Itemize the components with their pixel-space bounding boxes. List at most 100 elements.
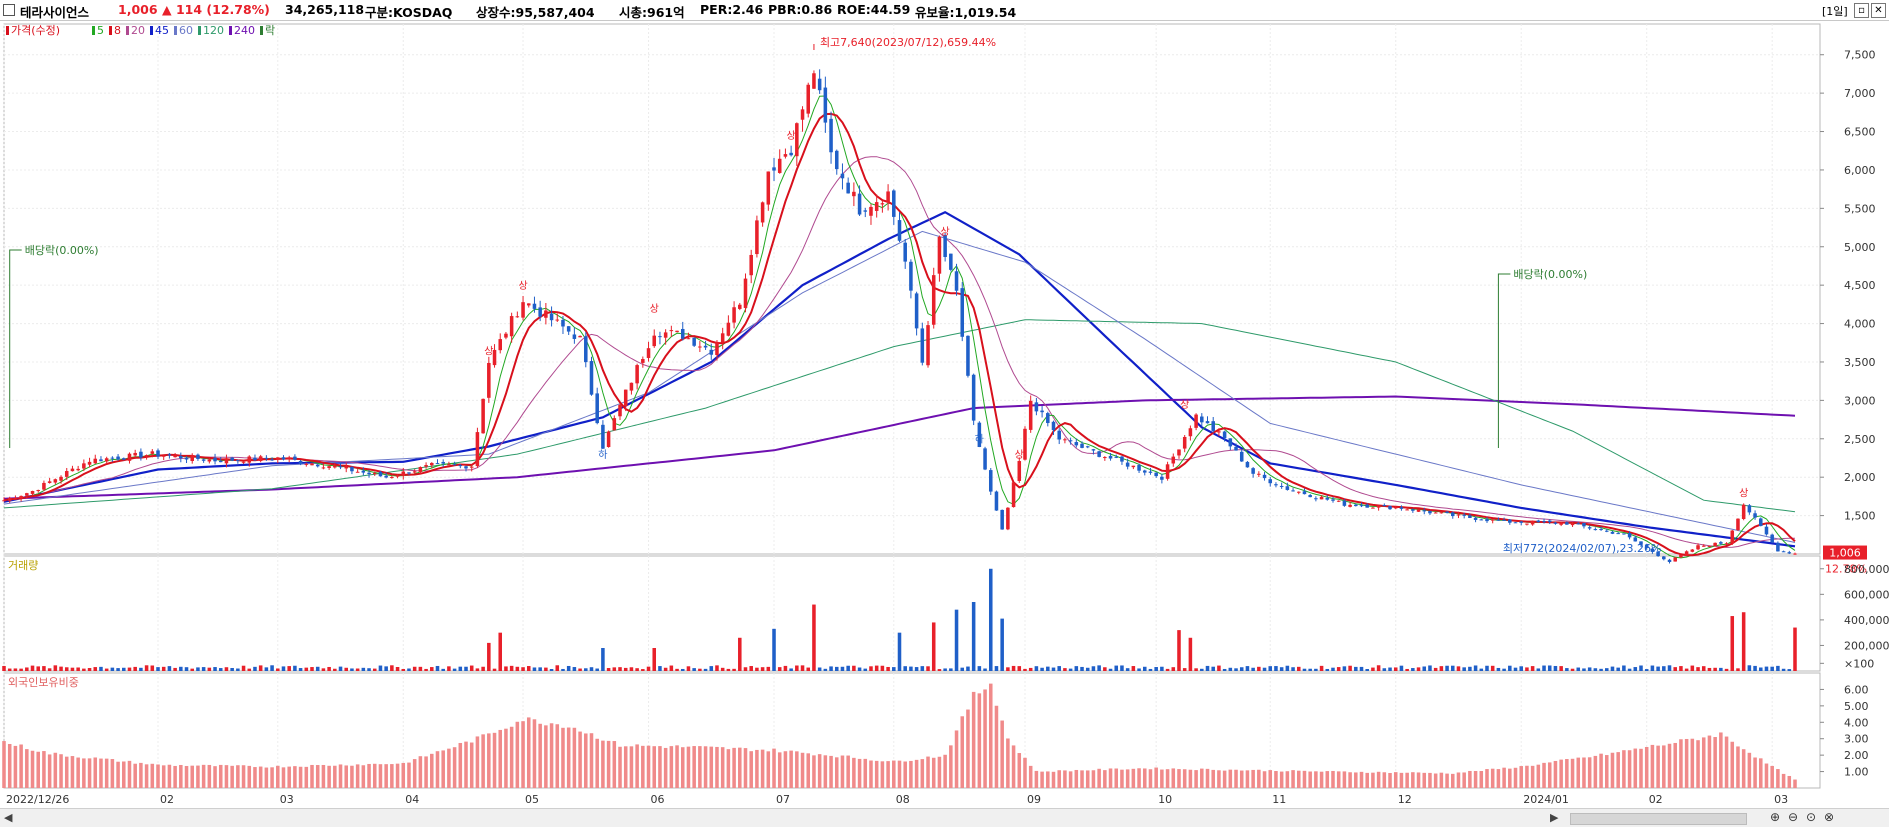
volume-bar	[840, 666, 845, 671]
candle-body	[42, 482, 46, 490]
candle-body	[800, 109, 805, 120]
candle-body	[692, 337, 696, 346]
x-tick-label: 02	[160, 793, 174, 806]
candle-body	[1690, 549, 1695, 552]
volume-bar	[943, 668, 947, 671]
volume-bar	[1679, 666, 1683, 671]
foreign-bar	[800, 752, 805, 788]
volume-bar	[601, 648, 605, 671]
zoom-in-icon[interactable]: ⊕	[1770, 810, 1781, 824]
candle-body	[1359, 505, 1364, 507]
candle-body	[1137, 465, 1141, 471]
minimize-icon[interactable]: ▫	[1854, 3, 1869, 18]
foreign-bar	[236, 765, 240, 788]
candle-body	[698, 346, 702, 348]
volume-bar	[675, 668, 679, 671]
volume-bar	[1399, 665, 1404, 671]
foreign-bar	[692, 746, 696, 788]
volume-bar	[823, 668, 828, 671]
volume-bar	[1171, 667, 1176, 671]
volume-bar	[1416, 667, 1421, 671]
price-tick-label: 2,500	[1844, 433, 1876, 446]
candle-body	[401, 471, 406, 476]
foreign-bar	[167, 764, 172, 788]
volume-bar	[452, 668, 457, 671]
volume-bar	[1097, 665, 1101, 671]
candle-body	[218, 460, 223, 463]
volume-bar	[532, 667, 537, 671]
candle-body	[469, 466, 474, 468]
volume-bar	[834, 666, 839, 671]
zoom-reset-icon[interactable]: ⊙	[1806, 810, 1817, 824]
zoom-fit-icon[interactable]: ⊗	[1824, 810, 1835, 824]
foreign-bar	[139, 762, 143, 788]
foreign-bar	[315, 765, 320, 788]
candle-body	[1325, 497, 1330, 500]
foreign-tick-label: 6.00	[1844, 683, 1869, 696]
foreign-bar	[823, 755, 828, 788]
stock-chart[interactable]: 1,500 2,000 2,500 3,000 3,500 4,000 4,500 5,000…	[0, 20, 1889, 808]
volume-bar	[618, 667, 622, 671]
candle-body	[1125, 462, 1130, 467]
foreign-tick-label: 4.00	[1844, 716, 1869, 729]
close-icon[interactable]: ✕	[1871, 3, 1886, 18]
limit-up-mark: 상	[1015, 449, 1024, 461]
foreign-bar	[1445, 773, 1449, 788]
zoom-out-icon[interactable]: ⊖	[1788, 810, 1799, 824]
volume-bar	[812, 604, 816, 671]
candle-body	[276, 457, 280, 460]
candle-body	[390, 477, 394, 479]
candle-body	[1211, 421, 1215, 431]
volume-bar	[344, 667, 348, 671]
foreign-bar	[572, 727, 577, 788]
period-selector[interactable]: [1일]	[1822, 5, 1848, 18]
select-checkbox[interactable]	[3, 4, 15, 16]
foreign-bar	[19, 744, 23, 788]
volume-bar	[25, 667, 29, 671]
volume-bar	[1057, 666, 1061, 671]
volume-bar	[732, 668, 736, 671]
candle-body	[914, 293, 919, 329]
volume-bar	[53, 665, 58, 671]
foreign-bar	[487, 733, 491, 788]
candle-body	[1068, 440, 1073, 442]
candle-body	[1165, 464, 1170, 479]
x-tick-label: 06	[651, 793, 665, 806]
foreign-bar	[481, 734, 485, 788]
candle-body	[1508, 519, 1512, 523]
volume-bar	[1268, 666, 1273, 671]
volume-bar	[498, 632, 503, 671]
candle-body	[1485, 519, 1489, 522]
volume-bar	[487, 642, 491, 671]
foreign-bar	[1456, 772, 1461, 788]
candle-body	[338, 466, 343, 468]
volume-bar	[384, 666, 388, 671]
foreign-bar	[1570, 758, 1575, 788]
foreign-bar	[1114, 768, 1119, 788]
foreign-bar	[1451, 773, 1455, 788]
foreign-bar	[897, 760, 902, 788]
volume-bar	[726, 668, 731, 671]
chart-scrollbar[interactable]: ◀ ▶ ⊕ ⊖ ⊙ ⊗	[0, 808, 1889, 827]
volume-bar	[1525, 667, 1529, 671]
volume-bar	[635, 668, 639, 671]
volume-bar	[298, 668, 303, 671]
scroll-left-icon[interactable]: ◀	[4, 811, 13, 824]
volume-bar	[504, 666, 508, 671]
volume-bar	[424, 668, 428, 671]
foreign-bar	[1730, 741, 1735, 788]
x-tick-label: 04	[405, 793, 419, 806]
foreign-bar	[1046, 771, 1050, 788]
volume-bar	[795, 665, 799, 671]
foreign-bar	[498, 729, 503, 788]
foreign-bar	[1707, 735, 1712, 788]
candle-body	[116, 456, 120, 460]
scroll-right-icon[interactable]: ▶	[1550, 811, 1559, 824]
candle-body	[795, 123, 799, 157]
foreign-bar	[863, 758, 868, 788]
foreign-bar	[658, 746, 662, 788]
candle-body	[270, 459, 274, 461]
foreign-bar	[675, 745, 679, 788]
scroll-thumb[interactable]	[1570, 813, 1747, 825]
foreign-bar	[1154, 767, 1158, 788]
